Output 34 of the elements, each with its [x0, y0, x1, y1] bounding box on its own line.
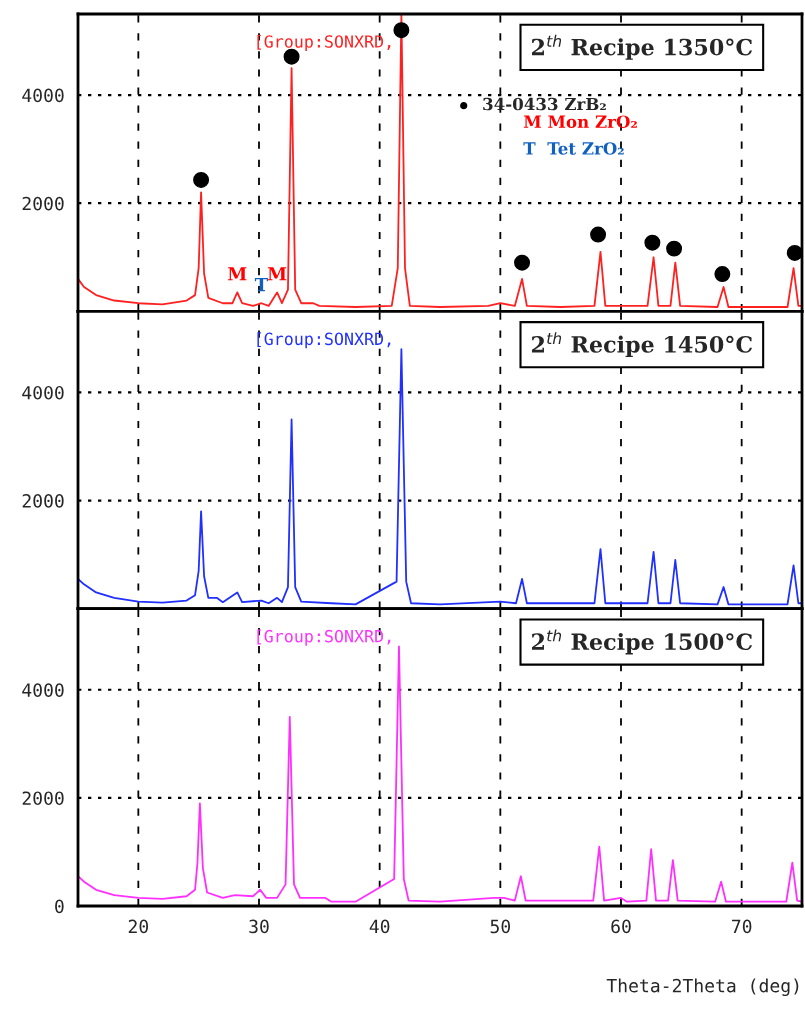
x-tick-label: 40	[369, 919, 390, 934]
annotation: [Group:SONXRD,	[257, 332, 391, 349]
y-tick-label: 4000	[22, 385, 64, 400]
y-tick-label: 4000	[22, 683, 64, 697]
y-tick-label: 2000	[22, 196, 64, 211]
x-tick-label: 20	[128, 919, 149, 934]
annotation: M	[267, 267, 287, 281]
annotation: [Group:SONXRD,	[257, 34, 391, 52]
annotation: [Group:SONXRD,	[257, 629, 391, 646]
annotation: M	[228, 267, 247, 281]
annotation: T	[254, 277, 268, 292]
y-tick-label: 2000	[22, 494, 64, 508]
x-axis-title: Theta-2Theta (deg)	[606, 978, 799, 997]
annotation: M Mon ZrO₂	[523, 115, 637, 128]
annotation: T Tet ZrO₂	[523, 142, 624, 155]
y-tick-label: 4000	[22, 88, 64, 103]
y-tick-label: 0	[55, 899, 64, 914]
x-tick-label: 50	[490, 919, 511, 934]
point	[666, 240, 683, 257]
x-tick-label: 60	[611, 919, 631, 934]
legend-label: 34-0433 ZrB₂	[483, 97, 606, 111]
x-tick-label: 70	[732, 919, 752, 934]
point	[590, 226, 607, 243]
point	[393, 22, 410, 39]
x-tick-label: 30	[249, 919, 269, 934]
point	[786, 244, 802, 261]
point	[193, 171, 210, 188]
annotation: 2$^{th}$ Recipe 1500°C	[531, 629, 752, 655]
annotation: 2$^{th}$ Recipe 1450°C	[531, 332, 752, 358]
point	[714, 266, 731, 283]
point	[514, 254, 531, 271]
annotation: 2$^{th}$ Recipe 1350°C	[531, 34, 752, 60]
point	[644, 234, 661, 251]
y-tick-label: 2000	[22, 791, 64, 806]
